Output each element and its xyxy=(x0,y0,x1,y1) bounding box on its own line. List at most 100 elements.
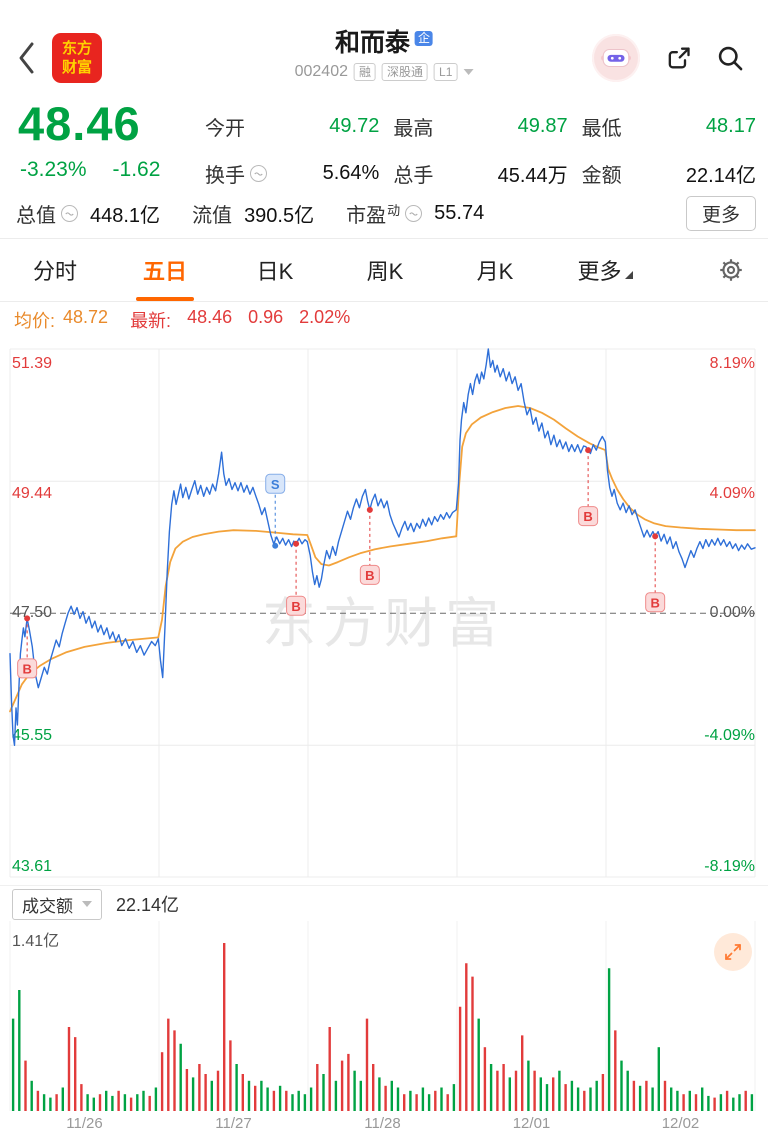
eastmoney-logo: 东方 财富 xyxy=(52,33,102,83)
svg-text:S: S xyxy=(271,477,280,492)
trade-marker-B: B xyxy=(17,615,38,679)
high-cell: 最高 49.87 xyxy=(393,112,567,141)
trade-marker-B: B xyxy=(645,533,666,613)
avg-price-label: 均价: xyxy=(14,311,56,331)
y-label-left-1: 49.44 xyxy=(12,485,53,502)
volume-chart-svg xyxy=(9,921,756,1111)
mktcap-value: 448.1亿 xyxy=(90,205,161,227)
tab-five-day[interactable]: 五日 xyxy=(110,239,220,301)
info-icon[interactable] xyxy=(61,205,78,222)
high-label: 最高 xyxy=(393,118,434,140)
expand-icon xyxy=(725,944,741,960)
enterprise-badge: 企 xyxy=(415,31,434,46)
change-amount: -1.62 xyxy=(112,158,161,181)
volume-label: 总手 xyxy=(393,165,434,187)
high-value: 49.87 xyxy=(517,115,568,137)
logo-line2: 财富 xyxy=(61,59,92,76)
chart-settings-button[interactable] xyxy=(716,255,746,285)
header: 东方 财富 和而泰 企 002402 融 深股通 L1 xyxy=(0,0,768,96)
chevron-down-icon xyxy=(82,901,92,907)
y-label-right-2: 0.00% xyxy=(709,604,755,621)
tab-more[interactable]: 更多 xyxy=(550,239,660,301)
volume-max-label: 1.41亿 xyxy=(12,933,60,950)
volume-grid xyxy=(9,921,756,1111)
title-block[interactable]: 和而泰 企 002402 融 深股通 L1 xyxy=(295,30,474,81)
amount-cell: 金额 22.14亿 xyxy=(582,159,756,188)
avg-price-value: 48.72 xyxy=(63,307,109,327)
latest-percent: 2.02% xyxy=(299,307,351,327)
svg-text:B: B xyxy=(22,661,31,676)
stock-code: 002402 xyxy=(294,63,348,80)
chevron-left-icon xyxy=(19,42,34,74)
chevron-down-icon xyxy=(463,69,474,75)
mktcap-cell: 总值 448.1亿 xyxy=(16,199,160,228)
x-label-1: 11/27 xyxy=(215,1115,252,1132)
divider xyxy=(0,238,768,239)
open-cell: 今开 49.72 xyxy=(205,112,379,141)
y-label-left-0: 51.39 xyxy=(12,355,53,372)
turnover-label: 换手 xyxy=(205,165,245,187)
svg-text:B: B xyxy=(365,568,374,583)
tab-fenshi[interactable]: 分时 xyxy=(32,259,77,284)
price-line xyxy=(9,348,756,746)
y-label-right-1: 4.09% xyxy=(709,485,755,502)
latest-label: 最新: xyxy=(130,311,172,331)
mktcap-label: 总值 xyxy=(16,205,56,227)
pe-label: 市盈 xyxy=(346,205,387,227)
period-tab-bar: 分时 五日 日K 周K 月K 更多 xyxy=(0,239,768,302)
volume-header: 成交额 22.14亿 xyxy=(0,885,768,922)
x-label-3: 12/01 xyxy=(512,1115,551,1132)
y-label-left-3: 45.55 xyxy=(12,727,53,744)
assistant-avatar[interactable] xyxy=(592,34,640,82)
y-label-left-4: 43.61 xyxy=(12,858,53,875)
amount-label: 金额 xyxy=(581,165,622,187)
margin-tag: 融 xyxy=(354,63,377,81)
logo-line1: 东方 xyxy=(61,39,92,57)
search-icon xyxy=(718,46,743,71)
tab-monthly-k[interactable]: 月K xyxy=(476,259,514,284)
floatcap-label: 流值 xyxy=(192,205,233,227)
info-icon[interactable] xyxy=(405,205,423,222)
search-button[interactable] xyxy=(716,44,744,72)
change-percent: -3.23% xyxy=(20,158,87,181)
volume-value: 45.44万 xyxy=(497,165,568,187)
level-tag: L1 xyxy=(434,63,458,81)
x-label-4: 12/02 xyxy=(661,1115,700,1132)
y-label-left-2: 47.50 xyxy=(12,604,53,621)
x-axis: 11/26 11/27 11/28 12/01 12/02 xyxy=(10,1115,755,1136)
quote-row-3: 总值 448.1亿 流值 390.5亿 市盈动 55.74 更多 xyxy=(16,196,756,231)
five-day-chart[interactable]: 东方财富 51.39 49.44 47.50 45.55 43.61 8.19%… xyxy=(0,339,768,885)
svg-text:B: B xyxy=(650,595,659,610)
floatcap-cell: 流值 390.5亿 xyxy=(192,199,314,228)
volume-cell: 总手 45.44万 xyxy=(393,159,567,188)
tab-daily-k[interactable]: 日K xyxy=(256,259,294,284)
avg-line xyxy=(9,405,756,713)
quote-grid: 今开 49.72 最高 49.87 最低 48.17 换手 5.64% xyxy=(205,112,756,206)
grid-lines xyxy=(9,348,756,878)
tab-weekly-k[interactable]: 周K xyxy=(366,259,404,284)
corner-caret-icon xyxy=(624,271,633,279)
floatcap-value: 390.5亿 xyxy=(244,205,315,227)
share-icon xyxy=(668,47,690,69)
volume-pane[interactable]: 1.41亿 xyxy=(0,921,768,1115)
volume-selector-label: 成交额 xyxy=(22,896,73,916)
quote-panel: 48.46 -3.23% -1.62 今开 49.72 最高 49.87 最低 … xyxy=(0,96,768,238)
x-label-0: 11/26 xyxy=(66,1115,103,1132)
more-button[interactable]: 更多 xyxy=(685,196,756,231)
szconnect-tag: 深股通 xyxy=(382,63,429,81)
pe-value: 55.74 xyxy=(434,202,485,224)
svg-text:B: B xyxy=(291,599,300,614)
price-chart-svg: B S B B B B xyxy=(9,348,756,878)
share-button[interactable] xyxy=(664,44,692,72)
fullscreen-button[interactable] xyxy=(714,933,752,971)
back-button[interactable] xyxy=(14,40,40,76)
volume-bars xyxy=(11,943,754,1111)
trade-marker-S: S xyxy=(265,473,286,549)
low-value: 48.17 xyxy=(705,115,756,137)
y-label-right-0: 8.19% xyxy=(709,355,755,372)
robot-face-icon xyxy=(601,48,631,68)
volume-metric-selector[interactable]: 成交额 xyxy=(12,888,102,920)
chart-info-line: 均价: 48.72 最新: 48.46 0.96 2.02% xyxy=(0,301,768,339)
info-icon[interactable] xyxy=(250,165,267,182)
